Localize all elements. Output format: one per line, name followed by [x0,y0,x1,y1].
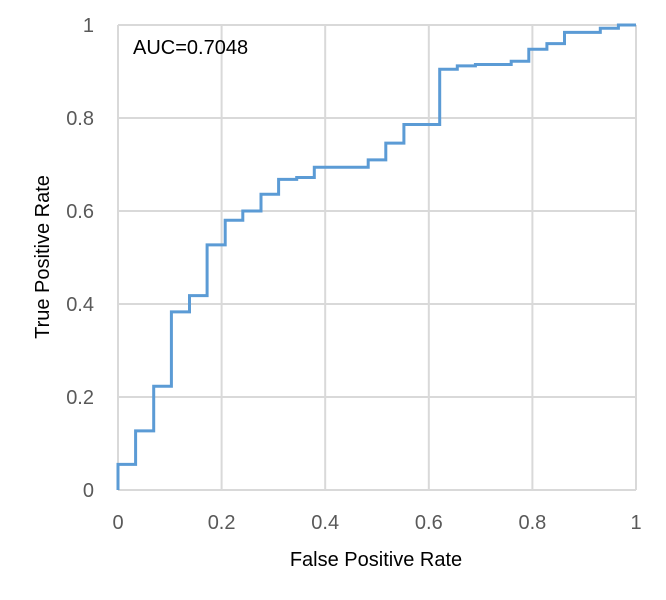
y-tick-label: 0.2 [66,387,94,409]
x-tick-labels: 0 0.2 0.4 0.6 0.8 1 [112,512,641,534]
auc-annotation: AUC=0.7048 [133,37,248,59]
y-tick-label: 1 [83,15,94,37]
x-axis-title: False Positive Rate [290,549,462,571]
x-tick-label: 0.4 [311,512,339,534]
y-tick-label: 0.6 [66,201,94,223]
y-tick-labels: 0 0.2 0.4 0.6 0.8 1 [66,15,94,502]
y-axis-title: True Positive Rate [32,175,54,339]
x-tick-label: 0 [112,512,123,534]
y-tick-label: 0.4 [66,294,94,316]
x-tick-label: 0.6 [415,512,443,534]
series-layer [116,23,636,490]
grid [117,24,637,491]
roc-curve-line [116,23,636,490]
y-tick-label: 0.8 [66,108,94,130]
x-tick-label: 0.2 [208,512,236,534]
x-tick-label: 0.8 [518,512,546,534]
x-tick-label: 1 [630,512,641,534]
y-tick-label: 0 [83,480,94,502]
